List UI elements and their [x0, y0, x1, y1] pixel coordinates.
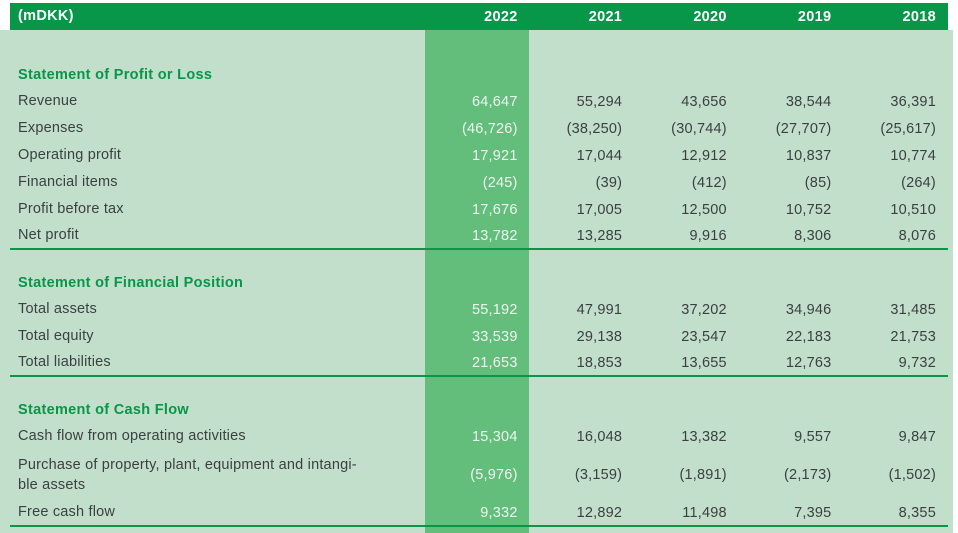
value-2019: 8,306 — [794, 227, 832, 244]
value-2022: (245) — [482, 174, 518, 191]
value-2018: 21,753 — [890, 328, 936, 345]
section-title-cash-flow: Statement of Cash Flow — [18, 402, 189, 418]
value-2021: (3,159) — [574, 467, 623, 483]
row-label: Net profit — [18, 227, 79, 244]
row-label: Financial items — [18, 174, 118, 191]
value-2018: 36,391 — [890, 93, 936, 110]
table-row: Total liabilities 21,653 18,853 13,655 1… — [10, 350, 948, 377]
value-2021: 17,044 — [576, 147, 623, 164]
row-label: Operating profit — [18, 147, 122, 164]
value-2020: 13,382 — [681, 428, 727, 445]
value-2020: 11,498 — [682, 504, 727, 521]
value-2020: 12,500 — [681, 201, 727, 218]
value-2021: 17,005 — [576, 201, 623, 218]
value-2018: 10,510 — [890, 201, 936, 218]
row-label: Expenses — [18, 120, 84, 137]
value-2021: (38,250) — [566, 120, 623, 137]
value-2018: 8,355 — [898, 504, 936, 521]
row-label: Free cash flow — [18, 504, 116, 521]
row-label: Purchase of property, plant, equipment a… — [18, 456, 357, 493]
year-header-2021: 2021 — [588, 8, 623, 25]
value-2021: (39) — [595, 174, 623, 191]
table-row: Financial items (245) (39) (412) (85) (2… — [10, 169, 948, 196]
table-header-row: (mDKK) 2022 2021 2020 2019 2018 — [10, 3, 948, 30]
value-2019: 9,557 — [794, 428, 832, 445]
value-2021: 13,285 — [576, 227, 623, 244]
value-2022: 55,192 — [472, 301, 518, 318]
value-2019: (85) — [804, 174, 832, 191]
table-row: Net profit 13,782 13,285 9,916 8,306 8,0… — [10, 223, 948, 250]
value-2019: 10,752 — [785, 201, 832, 218]
value-2022: 9,332 — [480, 504, 518, 521]
row-label: Profit before tax — [18, 201, 124, 218]
value-2022: 33,539 — [472, 328, 518, 345]
value-2021: 12,892 — [576, 504, 623, 521]
table-row: Profit before tax 17,676 17,005 12,500 1… — [10, 196, 948, 223]
value-2020: 12,912 — [681, 147, 727, 164]
year-header-2020: 2020 — [693, 8, 727, 25]
row-label: Total assets — [18, 301, 97, 318]
value-2019: 7,395 — [794, 504, 832, 521]
value-2022: (46,726) — [461, 120, 518, 137]
value-2018: 9,732 — [898, 354, 936, 371]
table-row: Revenue 64,647 55,294 43,656 38,544 36,3… — [10, 88, 948, 115]
value-2018: 10,774 — [890, 147, 936, 164]
value-2020: (30,744) — [671, 120, 727, 137]
value-2019: 10,837 — [785, 147, 832, 164]
value-2021: 47,991 — [576, 301, 623, 318]
table-row: Expenses (46,726) (38,250) (30,744) (27,… — [10, 115, 948, 142]
year-header-2019: 2019 — [797, 8, 832, 25]
value-2022: 15,304 — [472, 428, 518, 445]
value-2022: 64,647 — [472, 93, 518, 110]
value-2021: 18,853 — [576, 354, 623, 371]
value-2018: (1,502) — [888, 467, 936, 483]
table-row: Total equity 33,539 29,138 23,547 22,183… — [10, 323, 948, 350]
row-label: Revenue — [18, 93, 78, 110]
value-2018: (264) — [901, 174, 936, 191]
table-row: Cash flow from operating activities 15,3… — [10, 423, 948, 450]
value-2018: 8,076 — [898, 227, 936, 244]
year-header-2018: 2018 — [902, 8, 936, 25]
value-2020: 13,655 — [681, 354, 727, 371]
table-row: Purchase of property, plant, equipment a… — [10, 450, 948, 500]
year-header-2022: 2022 — [484, 8, 518, 25]
row-label: Cash flow from operating activities — [18, 428, 246, 445]
value-2019: 22,183 — [785, 328, 832, 345]
highlight-column-2022 — [425, 30, 529, 533]
table-row: Total assets 55,192 47,991 37,202 34,946… — [10, 296, 948, 323]
value-2021: 29,138 — [576, 328, 623, 345]
table-body: Statement of Profit or Loss Revenue 64,6… — [10, 30, 948, 527]
value-2019: 34,946 — [785, 301, 832, 318]
value-2018: 31,485 — [890, 301, 936, 318]
value-2022: 13,782 — [472, 227, 518, 244]
value-2018: (25,617) — [880, 120, 936, 137]
value-2018: 9,847 — [898, 428, 936, 445]
value-2022: 17,676 — [472, 201, 518, 218]
value-2022: 17,921 — [472, 147, 518, 164]
value-2019: 12,763 — [785, 354, 832, 371]
unit-label: (mDKK) — [18, 8, 74, 25]
table-row: Free cash flow 9,332 12,892 11,498 7,395… — [10, 500, 948, 527]
table-row: Operating profit 17,921 17,044 12,912 10… — [10, 142, 948, 169]
value-2022: (5,976) — [470, 467, 518, 483]
value-2021: 16,048 — [576, 428, 623, 445]
value-2020: 37,202 — [681, 301, 727, 318]
value-2020: (412) — [691, 174, 727, 191]
value-2019: (2,173) — [784, 467, 832, 483]
value-2021: 55,294 — [576, 93, 623, 110]
section-title-financial-position: Statement of Financial Position — [18, 275, 244, 291]
value-2020: (1,891) — [679, 467, 727, 483]
value-2020: 23,547 — [681, 328, 727, 345]
section-title-profit-or-loss: Statement of Profit or Loss — [18, 67, 213, 83]
row-label: Total equity — [18, 328, 94, 345]
value-2019: (27,707) — [775, 120, 832, 137]
value-2022: 21,653 — [472, 354, 518, 371]
value-2019: 38,544 — [785, 93, 832, 110]
value-2020: 43,656 — [681, 93, 727, 110]
value-2020: 9,916 — [689, 227, 727, 244]
row-label: Total liabilities — [18, 354, 111, 371]
